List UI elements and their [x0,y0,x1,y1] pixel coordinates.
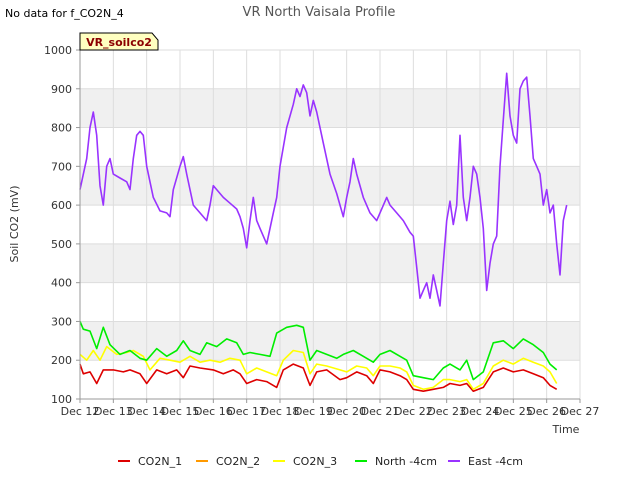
x-tick-label: Dec 17 [227,405,266,418]
legend-label: CO2N_2 [216,455,260,468]
series-line-4 [79,72,568,307]
y-tick-label: 300 [51,315,72,328]
x-tick-label: Dec 14 [127,405,166,418]
x-tick-label: Dec 15 [161,405,200,418]
x-tick-label: Dec 25 [494,405,533,418]
plot-band [80,243,580,283]
legend-label: East -4cm [468,455,523,468]
x-tick-label: Dec 23 [427,405,466,418]
y-tick-label: 400 [51,277,72,290]
y-tick-label: 800 [51,122,72,135]
plot-band [80,321,580,361]
x-tick-label: Dec 22 [394,405,433,418]
x-tick-label: Dec 27 [561,405,600,418]
series-line-0 [79,363,558,392]
series-line-2 [79,345,558,391]
source-badge: VR_soilco2 [79,32,159,51]
x-tick-label: Dec 16 [194,405,233,418]
x-tick-label: Dec 12 [61,405,100,418]
x-axis-label: Time [552,423,580,436]
x-tick-label: Dec 21 [361,405,400,418]
x-tick-label: Dec 18 [261,405,300,418]
y-axis: 100 200 300 400 500 600 700 800 900 1000 [44,44,81,406]
x-tick-label: Dec 19 [294,405,333,418]
y-tick-label: 500 [51,238,72,251]
no-data-note: No data for f_CO2N_4 [5,7,124,20]
plot-band [80,88,580,128]
x-tick-label: Dec 20 [327,405,366,418]
source-badge-label: VR_soilco2 [86,36,152,49]
y-tick-label: 600 [51,199,72,212]
y-tick-label: 700 [51,160,72,173]
y-tick-label: 200 [51,354,72,367]
y-tick-label: 900 [51,83,72,96]
legend: CO2N_1 CO2N_2 CO2N_3 North -4cm East -4cm [118,455,523,468]
x-tick-label: Dec 24 [461,405,500,418]
legend-label: CO2N_1 [138,455,182,468]
y-axis-label: Soil CO2 (mV) [8,186,21,263]
legend-label: North -4cm [375,455,437,468]
x-tick-label: Dec 26 [527,405,566,418]
x-tick-label: Dec 13 [94,405,133,418]
chart-title: VR North Vaisala Profile [243,5,396,20]
series-line-3 [79,321,558,381]
y-tick-label: 1000 [44,44,72,57]
series-lines [79,72,568,392]
y-tick-label: 100 [51,393,72,406]
legend-label: CO2N_3 [293,455,337,468]
